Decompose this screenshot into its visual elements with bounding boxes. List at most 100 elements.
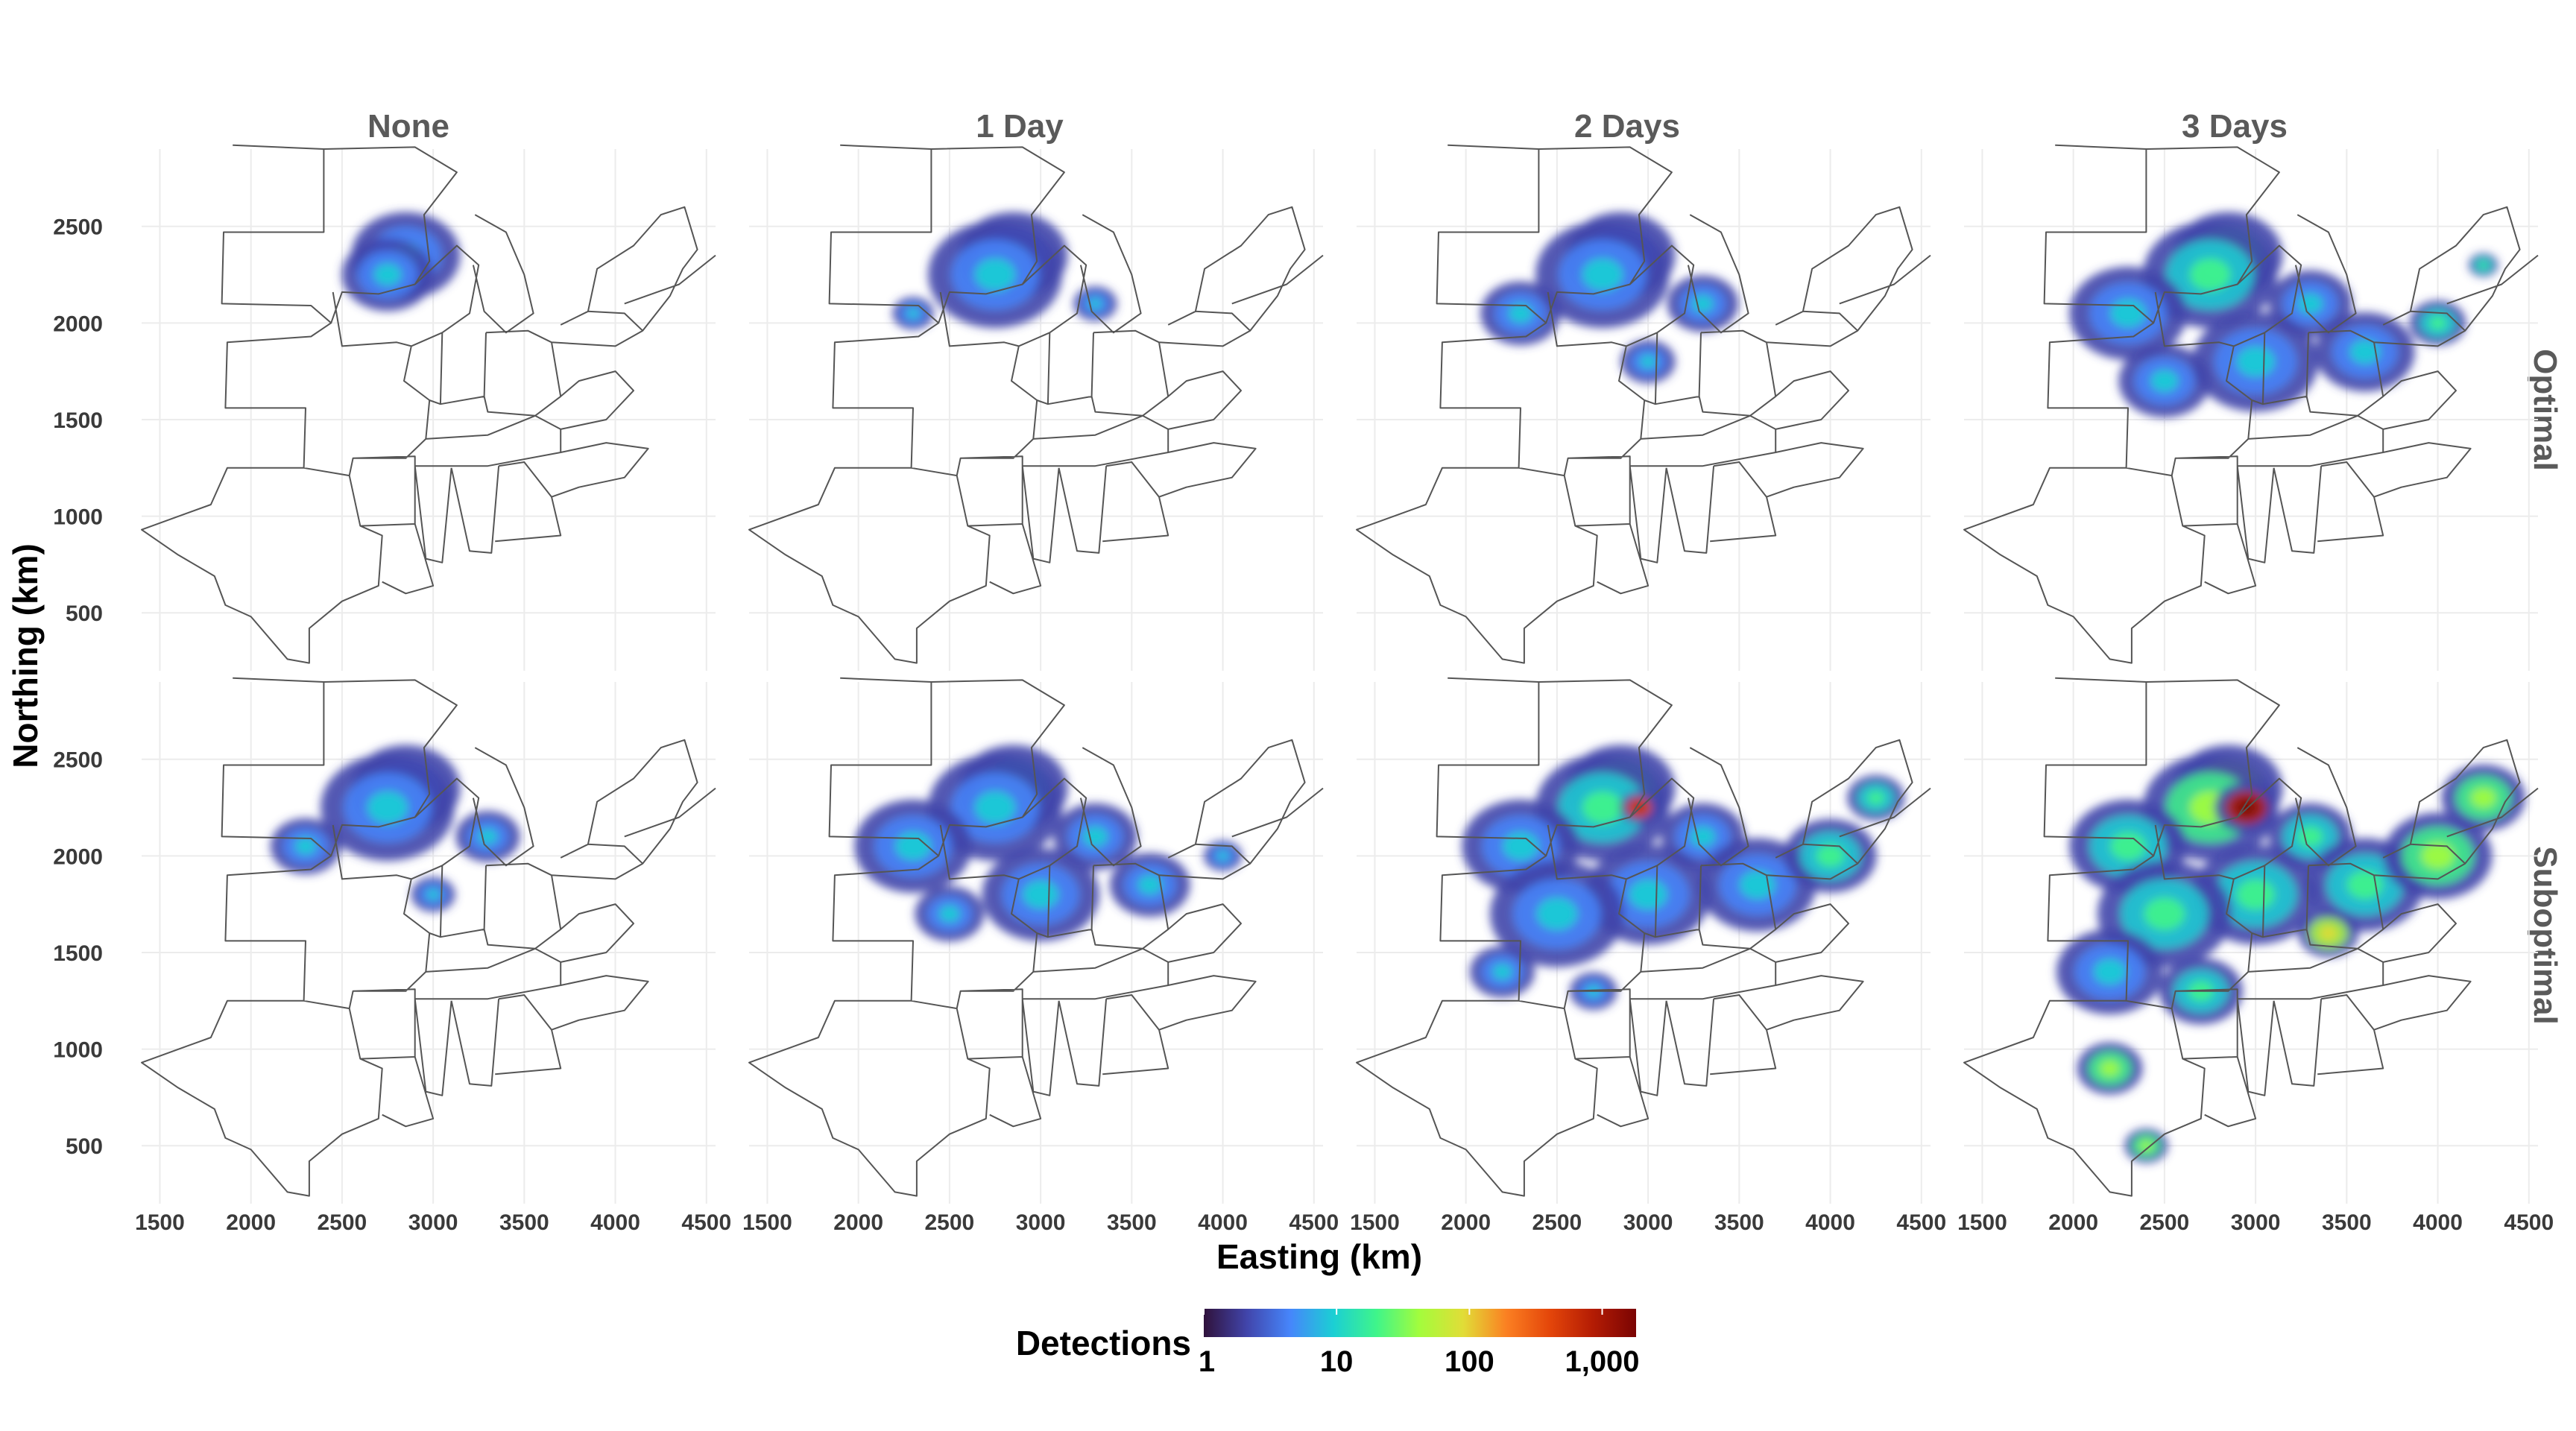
density-blob (2139, 1140, 2153, 1152)
density-blob (1137, 875, 1163, 895)
map-panel-3 (1963, 144, 2539, 671)
density-blob (2236, 879, 2275, 910)
column-title-1: 1 Day (976, 108, 1064, 145)
x-tick-label: 4500 (681, 1210, 731, 1235)
density-blob (1503, 832, 1538, 861)
state-outlines (1963, 144, 2539, 664)
density-blob (1492, 964, 1512, 980)
density-blob (367, 791, 408, 824)
density-surface (2069, 212, 2498, 418)
x-tick-label: 2000 (226, 1210, 276, 1235)
x-tick-label: 1500 (1957, 1210, 2007, 1235)
density-blob (906, 308, 920, 319)
density-blob (938, 905, 961, 923)
density-blob (1690, 826, 1716, 847)
density-blob (1629, 879, 1667, 910)
x-tick-label: 2500 (2140, 1210, 2190, 1235)
density-blob (1816, 844, 1845, 868)
x-tick-label: 2000 (1441, 1210, 1491, 1235)
y-tick-label: 1000 (53, 1038, 103, 1063)
density-blob (2236, 346, 2275, 377)
density-surface (2056, 745, 2525, 1163)
legend-ticks: 1 10 100 1,000 (1199, 1309, 1640, 1378)
density-blob (1582, 258, 1623, 291)
density-blob (2429, 316, 2447, 330)
density-blob (426, 889, 441, 900)
x-tick-label: 2000 (2048, 1210, 2098, 1235)
density-blob (1088, 298, 1102, 309)
x-tick-label: 3000 (1623, 1210, 1673, 1235)
x-tick-label: 3000 (1016, 1210, 1066, 1235)
density-blob (895, 832, 931, 861)
x-tick-label: 4000 (2413, 1210, 2463, 1235)
density-blob (2478, 261, 2488, 269)
y-tick-label: 2000 (53, 312, 103, 336)
density-blob (2144, 897, 2185, 930)
x-tick-label: 2500 (318, 1210, 367, 1235)
column-titles: None 1 Day 2 Days 3 Days (367, 108, 2288, 145)
y-tick-label: 2500 (53, 748, 103, 773)
row-title-1: Suboptimal (2527, 846, 2563, 1025)
x-tick-label: 3500 (1714, 1210, 1764, 1235)
state-outlines (141, 677, 716, 1197)
density-blob (1866, 791, 1885, 805)
density-blob (2110, 299, 2146, 328)
x-tick-label: 3500 (2322, 1210, 2372, 1235)
x-tick-label: 1500 (742, 1210, 792, 1235)
legend-tick-label: 1 (1199, 1345, 1215, 1378)
x-tick-label: 2500 (1532, 1210, 1582, 1235)
y-tick-label: 2500 (53, 215, 103, 240)
state-outlines (141, 144, 716, 664)
density-blob (1508, 303, 1533, 323)
density-blob (1536, 897, 1578, 930)
density-blob (2100, 1060, 2120, 1077)
map-panel-2 (1356, 144, 1931, 671)
row-titles: Optimal Suboptimal (2527, 349, 2563, 1025)
y-axis-label: Northing (km) (6, 543, 45, 768)
state-outlines (1356, 677, 1931, 1197)
density-blob (1639, 355, 1657, 369)
y-tick-label: 1500 (53, 408, 103, 433)
y-tick-label: 500 (66, 601, 103, 626)
legend-tick-label: 100 (1445, 1345, 1494, 1378)
column-title-2: 2 Days (1574, 108, 1680, 145)
density-blob (294, 837, 317, 855)
density-blob (2297, 293, 2323, 315)
x-tick-label: 3000 (2231, 1210, 2281, 1235)
x-tick-label: 2500 (925, 1210, 975, 1235)
x-tick-label: 1500 (1350, 1210, 1400, 1235)
density-surface (270, 745, 520, 912)
map-panel-5 (748, 677, 1324, 1204)
density-blob (2110, 832, 2146, 861)
map-panel-7 (1963, 677, 2539, 1204)
y-axis-ticks: 500 1000 1500 2000 2500 500 1000 1500 2000 2500 (53, 215, 103, 1160)
color-legend: Detections 1 10 100 1,000 (1016, 1309, 1640, 1378)
density-blob (2470, 787, 2496, 809)
y-tick-label: 500 (66, 1134, 103, 1159)
density-surface (1462, 745, 1905, 1011)
column-title-0: None (367, 108, 449, 145)
x-tick-label: 4500 (1896, 1210, 1946, 1235)
legend-tick-label: 1,000 (1565, 1345, 1639, 1378)
density-blob (2297, 826, 2323, 847)
map-panel-4 (141, 677, 716, 1204)
y-tick-label: 1000 (53, 505, 103, 530)
density-blob (2150, 370, 2179, 392)
row-title-0: Optimal (2527, 349, 2563, 471)
x-tick-label: 4500 (2504, 1210, 2554, 1235)
legend-colorbar (1204, 1309, 1636, 1337)
x-tick-label: 4000 (590, 1210, 640, 1235)
density-surface (1480, 212, 1739, 384)
legend-tick-label: 10 (1320, 1345, 1354, 1378)
x-axis-ticks: 1500 2000 2500 3000 3500 4000 4500 1500 2000 2500… (135, 1210, 2554, 1235)
map-panel-1 (748, 144, 1324, 671)
x-tick-label: 3000 (408, 1210, 458, 1235)
density-blob (2093, 958, 2127, 985)
x-tick-label: 1500 (135, 1210, 185, 1235)
legend-title: Detections (1016, 1324, 1191, 1362)
y-tick-label: 1500 (53, 941, 103, 966)
density-blob (2421, 842, 2455, 870)
density-blob (1582, 791, 1623, 824)
column-title-3: 3 Days (2182, 108, 2288, 145)
